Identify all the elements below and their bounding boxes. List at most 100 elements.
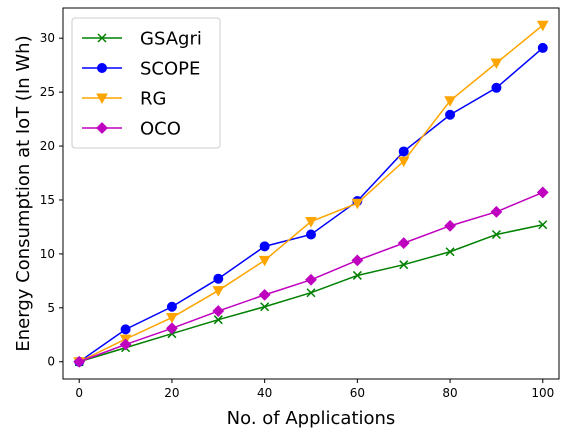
data-point-gsagri-7 bbox=[399, 260, 409, 270]
data-point-rg-9 bbox=[490, 58, 503, 70]
data-point-rg-6-shape bbox=[351, 198, 364, 210]
legend-marker-gsagri-stroke-b bbox=[97, 33, 107, 43]
legend-marker-scope-shape bbox=[97, 63, 107, 73]
y-axis-label: Energy Consumption at IoT (In Wh) bbox=[13, 35, 34, 351]
data-point-rg-2-shape bbox=[166, 313, 178, 324]
data-point-rg-3 bbox=[212, 286, 225, 297]
data-point-oco-2-shape bbox=[166, 322, 178, 335]
data-point-scope-8 bbox=[445, 109, 456, 120]
data-point-scope-8-shape bbox=[445, 109, 456, 120]
data-point-oco-4 bbox=[258, 288, 271, 301]
plot-frame bbox=[62, 7, 560, 380]
data-point-rg-10-shape bbox=[536, 20, 549, 32]
data-point-scope-1-shape bbox=[120, 324, 131, 335]
data-point-oco-6-shape bbox=[351, 254, 364, 267]
axes: 0 20 40 60 80 100 0 5 10 15 20 25 30 bbox=[40, 7, 560, 400]
data-point-rg-5-shape bbox=[305, 217, 317, 228]
legend-entry-scope: SCOPE bbox=[82, 59, 200, 80]
data-point-oco-10 bbox=[536, 186, 549, 199]
y-tick-label: 0 bbox=[47, 355, 55, 369]
data-point-scope-9-shape bbox=[491, 82, 502, 93]
y-tick-label: 10 bbox=[40, 247, 55, 261]
data-point-oco-8-shape bbox=[444, 219, 456, 232]
data-point-scope-10-shape bbox=[537, 42, 548, 53]
data-point-rg-4-shape bbox=[258, 255, 271, 267]
data-point-scope-1 bbox=[120, 324, 131, 335]
data-point-scope-2 bbox=[166, 301, 177, 312]
data-point-oco-6 bbox=[351, 254, 364, 267]
y-tick-label: 15 bbox=[40, 193, 55, 207]
data-point-gsagri-8 bbox=[445, 247, 455, 257]
data-point-rg-7 bbox=[397, 156, 410, 168]
data-point-scope-4 bbox=[259, 241, 270, 252]
y-tick-label: 30 bbox=[40, 31, 55, 45]
legend-label-gsagri: GSAgri bbox=[140, 29, 202, 50]
data-point-gsagri-6-stroke-b bbox=[352, 270, 362, 280]
legend-box bbox=[71, 17, 221, 149]
data-point-gsagri-3-stroke-b bbox=[213, 315, 223, 325]
series-oco bbox=[73, 186, 549, 368]
data-point-gsagri-3 bbox=[213, 315, 223, 325]
y-tick-label: 20 bbox=[40, 139, 55, 153]
legend-marker-rg bbox=[96, 93, 108, 105]
data-point-oco-10-shape bbox=[536, 186, 549, 199]
legend-label-scope: SCOPE bbox=[140, 59, 200, 80]
data-point-rg-3-shape bbox=[212, 286, 225, 297]
data-point-oco-9 bbox=[490, 205, 503, 218]
data-point-oco-5-shape bbox=[305, 273, 317, 286]
data-point-scope-7 bbox=[398, 146, 409, 157]
data-point-scope-4-shape bbox=[259, 241, 270, 252]
x-axis-label: No. of Applications bbox=[227, 408, 396, 429]
legend-label-oco: OCO bbox=[140, 119, 181, 140]
data-point-scope-2-shape bbox=[166, 301, 177, 312]
x-tick-label: 60 bbox=[350, 386, 365, 400]
x-tick-label: 40 bbox=[257, 386, 272, 400]
data-point-oco-7-shape bbox=[397, 237, 410, 250]
data-point-scope-5 bbox=[306, 229, 316, 240]
data-point-rg-9-shape bbox=[490, 58, 503, 70]
data-point-oco-3-shape bbox=[212, 305, 225, 317]
data-point-oco-2 bbox=[166, 322, 178, 335]
x-tick-label: 20 bbox=[164, 386, 179, 400]
data-point-gsagri-7-stroke-b bbox=[399, 260, 409, 270]
legend-entry-oco: OCO bbox=[82, 119, 181, 140]
y-tick-label: 5 bbox=[47, 301, 55, 315]
legend-marker-oco-shape bbox=[96, 122, 108, 134]
data-point-gsagri-9-stroke-b bbox=[491, 229, 501, 240]
data-point-rg-10 bbox=[536, 20, 549, 32]
data-point-scope-5-shape bbox=[306, 229, 316, 240]
data-point-oco-7 bbox=[397, 237, 410, 250]
data-point-oco-1-shape bbox=[119, 338, 132, 351]
data-point-oco-4-shape bbox=[258, 288, 271, 301]
data-point-gsagri-5-stroke-b bbox=[306, 288, 316, 298]
y-tick-label: 25 bbox=[40, 85, 55, 99]
x-tick-label: 80 bbox=[442, 386, 457, 400]
data-point-rg-6 bbox=[351, 198, 364, 210]
x-tick-label: 0 bbox=[75, 386, 83, 400]
legend-entry-gsagri: GSAgri bbox=[82, 29, 202, 50]
data-point-oco-3 bbox=[212, 305, 225, 317]
legend-marker-oco bbox=[96, 122, 108, 134]
data-point-scope-3 bbox=[213, 273, 224, 284]
data-point-rg-2 bbox=[166, 313, 178, 324]
data-point-oco-0 bbox=[73, 355, 86, 368]
data-point-gsagri-5 bbox=[306, 288, 316, 298]
data-point-oco-8 bbox=[444, 219, 456, 232]
data-point-rg-7-shape bbox=[397, 156, 410, 168]
data-point-rg-4 bbox=[258, 255, 271, 267]
data-point-rg-5 bbox=[305, 217, 317, 228]
legend: GSAgri SCOPE RG OCO bbox=[71, 17, 221, 149]
x-tick-label: 100 bbox=[531, 386, 554, 400]
data-point-gsagri-10 bbox=[538, 220, 548, 230]
legend-label-rg: RG bbox=[140, 89, 166, 110]
data-point-oco-0-shape bbox=[73, 355, 86, 368]
data-point-gsagri-8-stroke-b bbox=[445, 247, 455, 257]
data-point-rg-8-shape bbox=[444, 96, 456, 107]
data-point-scope-9 bbox=[491, 82, 502, 93]
data-point-gsagri-10-stroke-b bbox=[538, 220, 548, 230]
data-point-gsagri-4 bbox=[260, 302, 270, 312]
legend-marker-scope bbox=[97, 63, 107, 73]
legend-marker-rg-shape bbox=[96, 93, 108, 105]
